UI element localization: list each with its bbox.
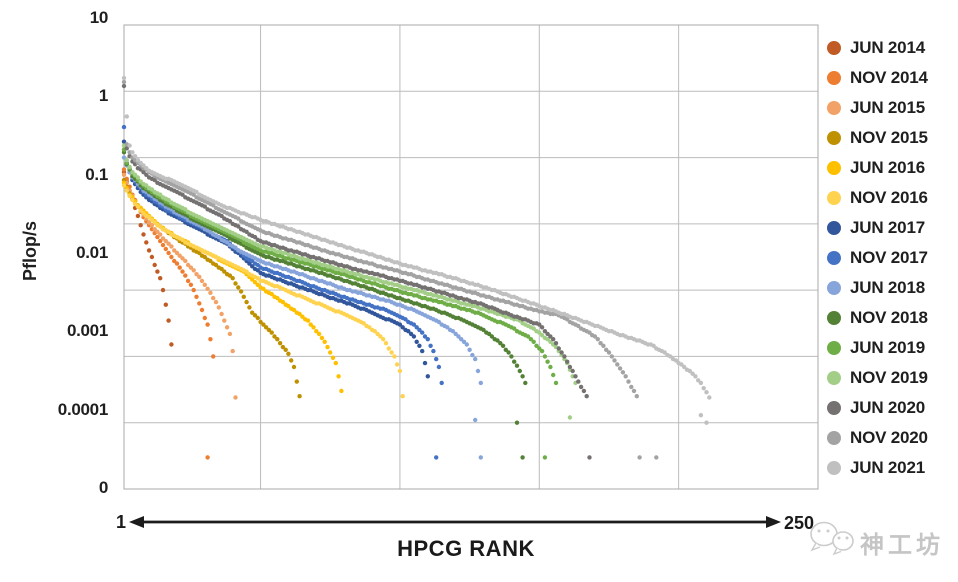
legend-marker bbox=[827, 461, 841, 475]
legend-item-jun-2019: JUN 2019 bbox=[827, 333, 955, 363]
series-nov-2016 bbox=[121, 183, 405, 399]
series-jun-2020 bbox=[121, 83, 592, 460]
legend-label: NOV 2017 bbox=[850, 248, 928, 267]
legend-item-jun-2015: JUN 2015 bbox=[827, 93, 955, 123]
x-axis-max-label: 250 bbox=[784, 513, 815, 533]
plot-border bbox=[123, 24, 819, 490]
legend-item-nov-2019: NOV 2019 bbox=[827, 363, 955, 393]
legend-item-nov-2018: NOV 2018 bbox=[827, 303, 955, 333]
gridlines bbox=[124, 25, 818, 489]
legend-marker bbox=[827, 371, 841, 385]
legend-marker bbox=[827, 131, 841, 145]
legend-item-nov-2015: NOV 2015 bbox=[827, 123, 955, 153]
legend-label: JUN 2016 bbox=[850, 158, 925, 177]
legend-label: JUN 2018 bbox=[850, 278, 925, 297]
legend-label: NOV 2019 bbox=[850, 368, 928, 387]
legend-label: NOV 2014 bbox=[850, 68, 928, 87]
legend-label: JUN 2017 bbox=[850, 218, 925, 237]
legend-marker bbox=[827, 281, 841, 295]
y-tick-label: 0.01 bbox=[76, 243, 108, 262]
series-nov-2020 bbox=[121, 79, 659, 460]
x-axis-range-arrow bbox=[129, 516, 781, 528]
legend-marker bbox=[827, 341, 841, 355]
legend-label: JUN 2021 bbox=[850, 458, 925, 477]
y-tick-label: 1 bbox=[98, 86, 108, 105]
y-tick-label: 0 bbox=[98, 478, 108, 497]
legend-marker bbox=[827, 191, 841, 205]
legend-marker bbox=[827, 311, 841, 325]
legend-label: JUN 2015 bbox=[850, 98, 925, 117]
legend-item-nov-2014: NOV 2014 bbox=[827, 63, 955, 93]
legend-item-jun-2021: JUN 2021 bbox=[827, 453, 955, 483]
legend-label: JUN 2019 bbox=[850, 338, 925, 357]
y-tick-label: 10 bbox=[89, 8, 109, 27]
watermark-text: 神工坊 bbox=[860, 532, 944, 559]
y-axis-title: Pflop/s bbox=[20, 221, 40, 282]
x-axis-title: HPCG RANK bbox=[397, 536, 535, 561]
legend-item-jun-2018: JUN 2018 bbox=[827, 273, 955, 303]
wechat-icon bbox=[810, 521, 854, 556]
series-jun-2021 bbox=[121, 75, 712, 425]
legend-marker bbox=[827, 221, 841, 235]
y-tick-label: 0.001 bbox=[66, 321, 108, 340]
y-tick-label: 0.1 bbox=[85, 165, 108, 184]
legend-item-nov-2016: NOV 2016 bbox=[827, 183, 955, 213]
legend-marker bbox=[827, 401, 841, 415]
legend-marker bbox=[827, 101, 841, 115]
legend-marker bbox=[827, 251, 841, 265]
legend-item-jun-2017: JUN 2017 bbox=[827, 213, 955, 243]
legend-marker bbox=[827, 41, 841, 55]
legend-label: NOV 2015 bbox=[850, 128, 928, 147]
x-axis-min-label: 1 bbox=[115, 512, 126, 532]
legend-item-nov-2020: NOV 2020 bbox=[827, 423, 955, 453]
legend-label: JUN 2014 bbox=[850, 38, 925, 57]
legend-label: JUN 2020 bbox=[850, 398, 925, 417]
legend-item-nov-2017: NOV 2017 bbox=[827, 243, 955, 273]
legend-marker bbox=[827, 71, 841, 85]
series-jun-2019 bbox=[121, 147, 559, 460]
legend-item-jun-2014: JUN 2014 bbox=[827, 33, 955, 63]
legend-label: NOV 2018 bbox=[850, 308, 928, 327]
legend-label: NOV 2016 bbox=[850, 188, 928, 207]
y-tick-label: 0.0001 bbox=[57, 400, 109, 419]
series-nov-2017 bbox=[121, 124, 444, 460]
chart-legend: JUN 2014 NOV 2014 JUN 2015 NOV 2015 JUN 2016… bbox=[827, 33, 955, 483]
legend-marker bbox=[827, 161, 841, 175]
legend-item-jun-2020: JUN 2020 bbox=[827, 393, 955, 423]
legend-item-jun-2016: JUN 2016 bbox=[827, 153, 955, 183]
legend-marker bbox=[827, 431, 841, 445]
legend-label: NOV 2020 bbox=[850, 428, 928, 447]
